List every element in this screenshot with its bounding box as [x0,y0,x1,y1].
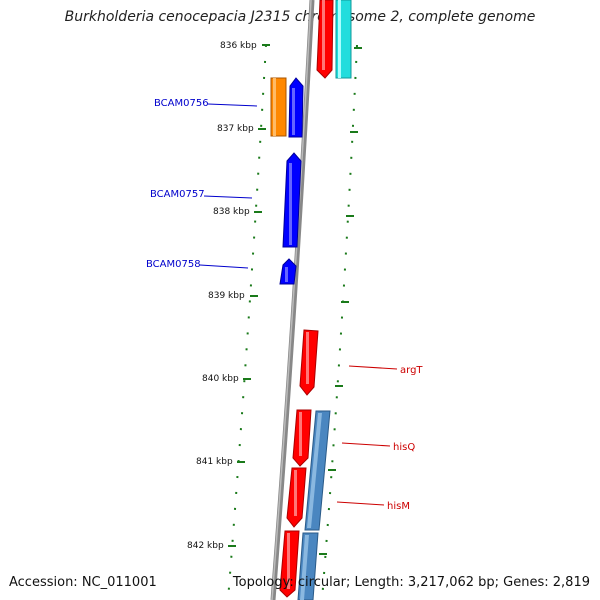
gene-orange[interactable] [270,77,287,137]
gene-steel-1[interactable] [304,410,331,531]
label-BCAM0756[interactable]: BCAM0756 [154,98,258,109]
gene-label: BCAM0757 [150,189,205,200]
tick-836: 836 kbp [220,41,270,51]
gene-bottom-red[interactable] [279,530,300,598]
label-BCAM0758[interactable]: BCAM0758 [146,259,249,270]
label-hisQ[interactable]: hisQ [341,442,415,453]
label-hisM[interactable]: hisM [336,501,410,512]
gene-hisM[interactable] [286,467,307,528]
chromosome-backbone [270,0,315,600]
gene-argT[interactable] [299,329,319,396]
label-BCAM0757[interactable]: BCAM0757 [150,189,253,200]
tick-837: 837 kbp [217,124,266,134]
tick-label: 840 kbp [202,374,239,384]
gene-top-red[interactable] [316,0,334,79]
tick-label: 841 kbp [196,457,233,467]
tick-842: 842 kbp [187,541,236,551]
map-title: Burkholderia cenocepacia J2315 chromosom… [64,9,536,25]
gene-hisQ[interactable] [292,409,312,467]
tick-839: 839 kbp [208,291,258,301]
genome-summary-text: Topology: circular; Length: 3,217,062 bp… [232,575,590,590]
gene-steel-2[interactable] [297,532,319,600]
gene-label: hisM [387,501,410,512]
gene-top-cyan[interactable] [335,0,352,79]
gene-BCAM0756[interactable] [288,77,304,138]
chromosome-backbone-highlight [271,0,312,600]
tick-label: 838 kbp [213,207,250,217]
label-argT[interactable]: argT [348,365,423,376]
accession-text: Accession: NC_011001 [9,575,157,590]
gene-label: argT [400,365,423,376]
tick-label: 842 kbp [187,541,224,551]
ruler-right [321,44,358,600]
gene-label: BCAM0758 [146,259,201,270]
gene-label: BCAM0756 [154,98,209,109]
tick-label: 839 kbp [208,291,245,301]
gene-BCAM0758[interactable] [279,258,297,285]
tick-838: 838 kbp [213,207,262,217]
tick-840: 840 kbp [202,374,251,384]
gene-BCAM0757[interactable] [282,152,302,248]
tick-label: 837 kbp [217,124,254,134]
right-ticks [319,47,362,555]
tick-label: 836 kbp [220,41,257,51]
gene-label: hisQ [393,442,415,453]
tick-841: 841 kbp [196,457,245,467]
